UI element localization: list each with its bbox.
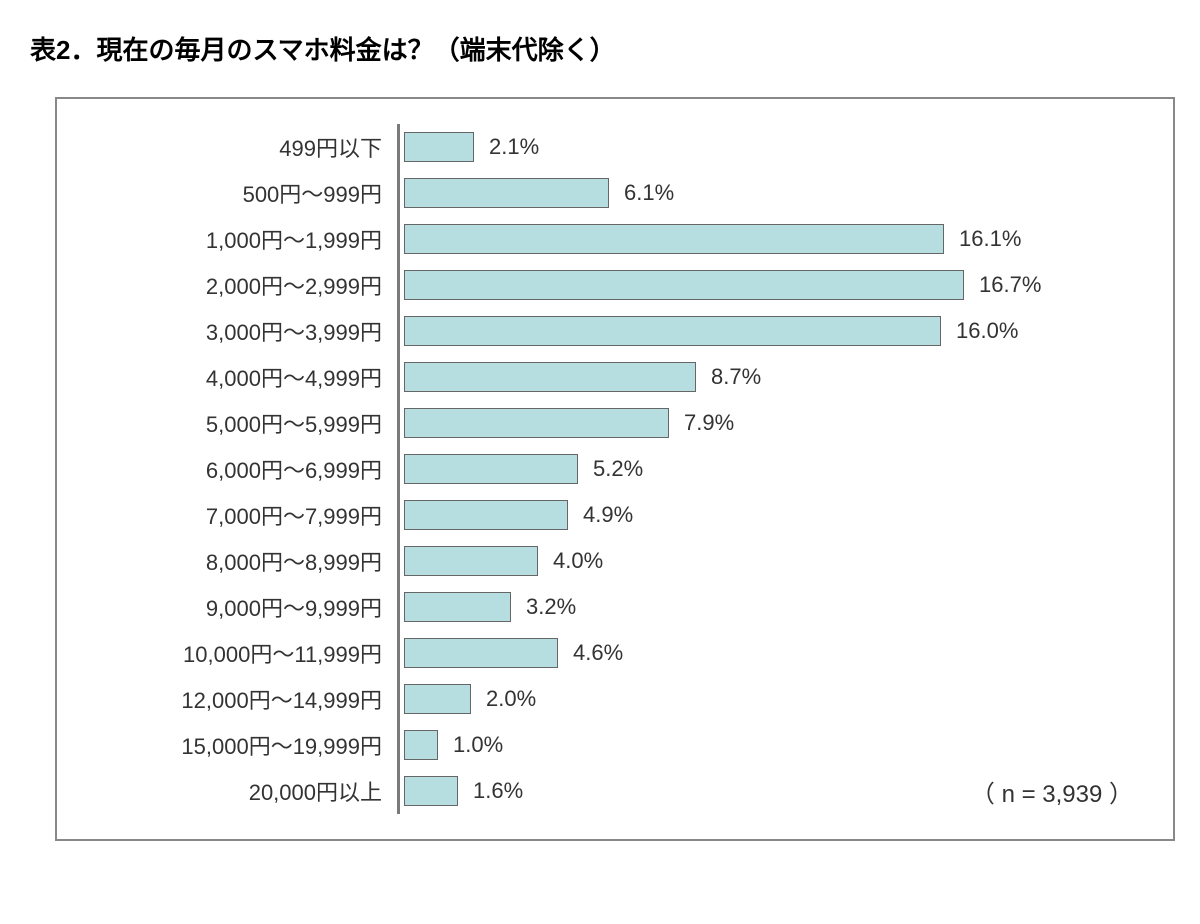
chart-row: 5,000円～5,999円 7.9% <box>77 400 1143 446</box>
chart-container: 499円以下 2.1% 500円～999円 6.1% 1,000円～1,999円 16.1… <box>55 97 1175 841</box>
bar <box>404 224 944 254</box>
value-label: 4.6% <box>573 640 623 666</box>
bar <box>404 500 568 530</box>
bar <box>404 316 941 346</box>
bar <box>404 592 511 622</box>
category-label: 499円以下 <box>77 131 397 163</box>
bar-area: 4.9% <box>400 492 1143 538</box>
category-label: 3,000円～3,999円 <box>77 315 397 347</box>
bar <box>404 730 438 760</box>
bar <box>404 638 558 668</box>
category-label: 6,000円～6,999円 <box>77 453 397 485</box>
bar <box>404 362 696 392</box>
chart-row: 9,000円～9,999円 3.2% <box>77 584 1143 630</box>
bar-area: 7.9% <box>400 400 1143 446</box>
chart-row: 1,000円～1,999円 16.1% <box>77 216 1143 262</box>
sample-size-note: （ n = 3,939 ） <box>971 774 1133 809</box>
chart-row: 6,000円～6,999円 5.2% <box>77 446 1143 492</box>
category-label: 12,000円～14,999円 <box>77 683 397 715</box>
bar <box>404 178 609 208</box>
value-label: 5.2% <box>593 456 643 482</box>
category-label: 9,000円～9,999円 <box>77 591 397 623</box>
category-label: 8,000円～8,999円 <box>77 545 397 577</box>
value-label: 1.0% <box>453 732 503 758</box>
chart-rows: 499円以下 2.1% 500円～999円 6.1% 1,000円～1,999円 16.1… <box>77 124 1143 814</box>
bar-area: 2.0% <box>400 676 1143 722</box>
chart-row: 499円以下 2.1% <box>77 124 1143 170</box>
value-label: 16.1% <box>959 226 1021 252</box>
value-label: 7.9% <box>684 410 734 436</box>
value-label: 16.7% <box>979 272 1041 298</box>
bar-area: 4.0% <box>400 538 1143 584</box>
chart-row: 8,000円～8,999円 4.0% <box>77 538 1143 584</box>
bar <box>404 684 471 714</box>
bar-area: 16.1% <box>400 216 1143 262</box>
category-label: 4,000円～4,999円 <box>77 361 397 393</box>
category-label: 15,000円～19,999円 <box>77 729 397 761</box>
category-label: 7,000円～7,999円 <box>77 499 397 531</box>
chart-row: 10,000円～11,999円 4.6% <box>77 630 1143 676</box>
value-label: 16.0% <box>956 318 1018 344</box>
chart-row: 15,000円～19,999円 1.0% <box>77 722 1143 768</box>
category-label: 20,000円以上 <box>77 775 397 807</box>
chart-row: 4,000円～4,999円 8.7% <box>77 354 1143 400</box>
category-label: 10,000円～11,999円 <box>77 637 397 669</box>
value-label: 4.9% <box>583 502 633 528</box>
bar <box>404 454 578 484</box>
value-label: 1.6% <box>473 778 523 804</box>
chart-row: 2,000円～2,999円 16.7% <box>77 262 1143 308</box>
chart-title: 表2．現在の毎月のスマホ料金は？（端末代除く） <box>20 30 1180 67</box>
bar-area: 5.2% <box>400 446 1143 492</box>
bar <box>404 408 669 438</box>
bar <box>404 776 458 806</box>
value-label: 4.0% <box>553 548 603 574</box>
bar <box>404 546 538 576</box>
bar <box>404 132 474 162</box>
bar-area: 4.6% <box>400 630 1143 676</box>
category-label: 2,000円～2,999円 <box>77 269 397 301</box>
category-label: 1,000円～1,999円 <box>77 223 397 255</box>
category-label: 500円～999円 <box>77 177 397 209</box>
chart-row: 12,000円～14,999円 2.0% <box>77 676 1143 722</box>
value-label: 2.1% <box>489 134 539 160</box>
bar-area: 16.0% <box>400 308 1143 354</box>
chart-row: 7,000円～7,999円 4.9% <box>77 492 1143 538</box>
category-label: 5,000円～5,999円 <box>77 407 397 439</box>
bar-area: 2.1% <box>400 124 1143 170</box>
value-label: 6.1% <box>624 180 674 206</box>
chart-row: 500円～999円 6.1% <box>77 170 1143 216</box>
bar-area: 16.7% <box>400 262 1143 308</box>
bar <box>404 270 964 300</box>
bar-area: 6.1% <box>400 170 1143 216</box>
bar-area: 3.2% <box>400 584 1143 630</box>
bar-area: 8.7% <box>400 354 1143 400</box>
chart-row: 3,000円～3,999円 16.0% <box>77 308 1143 354</box>
value-label: 3.2% <box>526 594 576 620</box>
value-label: 8.7% <box>711 364 761 390</box>
bar-area: 1.0% <box>400 722 1143 768</box>
value-label: 2.0% <box>486 686 536 712</box>
